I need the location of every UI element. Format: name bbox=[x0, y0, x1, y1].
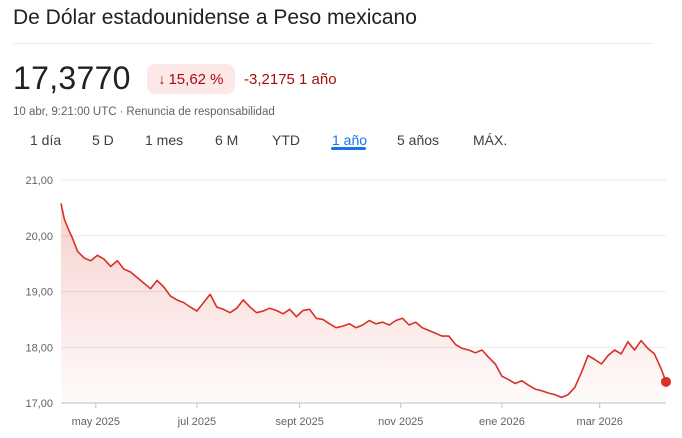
x-tick-label: may 2025 bbox=[72, 416, 120, 428]
y-tick-label: 21,00 bbox=[25, 175, 53, 187]
price-meta: 10 abr, 9:21:00 UTC · Renuncia de responsa… bbox=[13, 106, 275, 118]
change-percent-badge: ↓ 15,62 % bbox=[147, 64, 235, 94]
current-value-marker[interactable] bbox=[661, 376, 671, 387]
current-price: 17,3770 bbox=[13, 60, 131, 96]
x-tick-label: sept 2025 bbox=[276, 416, 324, 428]
tab-ytd[interactable]: YTD bbox=[272, 132, 300, 148]
x-tick-label: nov 2025 bbox=[378, 416, 423, 428]
tab-1-day[interactable]: 1 día bbox=[30, 132, 62, 148]
exchange-rate-chart: 21,00 20,00 19,00 18,00 17,00 may 2025 jul 20… bbox=[25, 175, 671, 428]
series-line bbox=[60, 203, 667, 399]
y-tick-label: 18,00 bbox=[25, 342, 53, 354]
change-absolute: -3,2175 1 año bbox=[244, 71, 337, 88]
tab-5-years[interactable]: 5 años bbox=[397, 132, 440, 148]
price-timestamp: 10 abr, 9:21:00 UTC bbox=[13, 106, 117, 118]
y-tick-label: 17,00 bbox=[25, 398, 53, 410]
meta-separator: · bbox=[119, 106, 124, 118]
title-divider bbox=[13, 43, 653, 44]
disclaimer-link[interactable]: Renuncia de responsabilidad bbox=[126, 106, 275, 118]
tab-5-days[interactable]: 5 D bbox=[92, 132, 114, 148]
y-tick-label: 19,00 bbox=[25, 287, 53, 299]
tab-1-month[interactable]: 1 mes bbox=[145, 132, 184, 148]
change-percent: 15,62 % bbox=[168, 70, 224, 88]
tab-1-year[interactable]: 1 año bbox=[332, 132, 368, 148]
y-tick-label: 20,00 bbox=[25, 231, 53, 243]
page-title: De Dólar estadounidense a Peso mexicano bbox=[13, 6, 417, 29]
tab-max[interactable]: MÁX. bbox=[473, 132, 508, 148]
chart-area-fill bbox=[61, 203, 666, 403]
x-tick-label: jul 2025 bbox=[177, 416, 217, 428]
time-range-tabs: 1 día 5 D 1 mes 6 M YTD 1 año 5 años MÁX… bbox=[0, 128, 682, 158]
arrow-down-icon: ↓ bbox=[158, 71, 166, 87]
tab-6-months[interactable]: 6 M bbox=[215, 132, 239, 148]
active-tab-indicator bbox=[331, 147, 366, 150]
x-tick-label: mar 2026 bbox=[576, 416, 622, 428]
x-tick-label: ene 2026 bbox=[479, 416, 525, 428]
